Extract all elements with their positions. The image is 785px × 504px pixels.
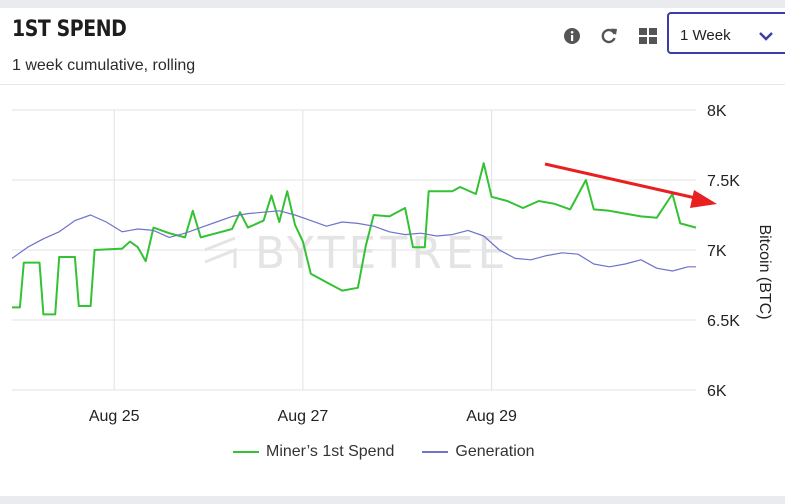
arrow-head xyxy=(690,190,717,208)
legend-label-miner: Miner’s 1st Spend xyxy=(266,443,395,460)
period-select-value: 1 Week xyxy=(680,27,731,44)
x-tick-label: Aug 29 xyxy=(466,408,517,425)
grid-icon[interactable] xyxy=(638,26,658,46)
y-tick-label: 6K xyxy=(707,383,727,400)
legend-swatch-generation xyxy=(422,451,449,453)
y-tick-label: 6.5K xyxy=(707,313,740,330)
grid-lines xyxy=(12,109,696,391)
y-tick-label: 7K xyxy=(707,243,727,260)
watermark-text: BYTETREE xyxy=(255,228,509,279)
legend: Miner’s 1st Spend Generation xyxy=(233,443,563,461)
page-subtitle: 1 week cumulative, rolling xyxy=(12,57,196,74)
legend-label-generation: Generation xyxy=(455,443,535,460)
legend-swatch-miner xyxy=(233,451,259,453)
trend-arrow xyxy=(544,162,717,208)
chevron-down-icon xyxy=(759,28,773,46)
x-tick-label: Aug 27 xyxy=(278,408,329,425)
legend-item-generation[interactable]: Generation xyxy=(422,443,535,461)
y-tick-label: 7.5K xyxy=(707,173,740,190)
period-select[interactable]: 1 Week xyxy=(667,12,785,54)
series-lines xyxy=(11,162,697,316)
y-axis-label: Bitcoin (BTC) xyxy=(756,224,773,319)
info-icon[interactable] xyxy=(562,26,582,46)
series-line-miner xyxy=(12,162,697,316)
legend-item-miner[interactable]: Miner’s 1st Spend xyxy=(233,443,394,461)
y-tick-label: 8K xyxy=(707,103,727,120)
x-tick-label: Aug 25 xyxy=(89,408,140,425)
axis-labels: 6K 6.5K 7K 7.5K 8K Aug 25 Aug 27 Aug 29 Bitcoin … xyxy=(89,103,773,425)
series-line-generation xyxy=(11,210,696,272)
header-divider xyxy=(0,84,785,85)
page-title: 1ST SPEND xyxy=(12,17,127,42)
watermark: BYTETREE xyxy=(204,228,509,279)
chart-card xyxy=(0,8,785,496)
watermark-logo xyxy=(204,236,237,268)
arrow-shaft xyxy=(544,162,701,201)
refresh-icon[interactable] xyxy=(599,26,619,46)
